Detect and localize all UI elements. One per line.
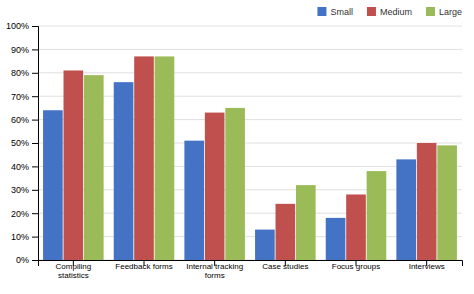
tick: 60% bbox=[11, 115, 38, 125]
bar bbox=[205, 113, 225, 260]
tick-label-line: Interviews bbox=[409, 262, 445, 271]
tick-label-line: Feedback forms bbox=[115, 262, 172, 271]
tick: 50% bbox=[11, 138, 38, 148]
tick: 70% bbox=[11, 92, 38, 102]
tick-label-line: Focus groups bbox=[332, 262, 380, 271]
bar bbox=[417, 143, 437, 260]
tick-label: 20% bbox=[11, 209, 29, 219]
tick-label: 50% bbox=[11, 138, 29, 148]
legend-label: Large bbox=[439, 7, 462, 17]
bar bbox=[84, 75, 104, 260]
tick-mark bbox=[32, 96, 38, 97]
tick-label: 0% bbox=[16, 255, 29, 265]
tick: Feedback forms bbox=[115, 260, 172, 271]
chart: 0% 10% 20% 30% 40% 50% 60% 70% 80% 90% 100% Compili… bbox=[0, 0, 474, 294]
y-axis: 0% 10% 20% 30% 40% 50% 60% 70% 80% 90% 100% bbox=[6, 21, 39, 265]
tick: Internal trackingforms bbox=[186, 260, 243, 280]
bar bbox=[184, 141, 204, 260]
bar bbox=[64, 70, 84, 260]
bar bbox=[43, 110, 63, 260]
tick-label-line: Internal tracking bbox=[186, 262, 243, 271]
axis-line bbox=[39, 261, 463, 267]
legend-swatch bbox=[367, 7, 376, 16]
tick-label: Case studies bbox=[262, 262, 308, 271]
tick: 30% bbox=[11, 185, 38, 195]
bar bbox=[225, 108, 245, 260]
tick-label: 90% bbox=[11, 45, 29, 55]
tick: 80% bbox=[11, 68, 38, 78]
tick-label: 40% bbox=[11, 162, 29, 172]
tick-label: 70% bbox=[11, 92, 29, 102]
legend-item: Small bbox=[317, 7, 353, 17]
grid-line bbox=[38, 72, 462, 73]
legend-item: Medium bbox=[367, 7, 412, 17]
tick: 10% bbox=[11, 232, 38, 242]
tick-label-line: Case studies bbox=[262, 262, 308, 271]
tick: 100% bbox=[6, 21, 38, 31]
series bbox=[64, 56, 437, 260]
legend: Small Medium Large bbox=[317, 7, 462, 17]
tick-label: Interviews bbox=[409, 262, 445, 271]
tick-mark bbox=[32, 120, 38, 121]
tick: 40% bbox=[11, 162, 38, 172]
tick: Case studies bbox=[262, 260, 308, 271]
tick-label: Feedback forms bbox=[115, 262, 172, 271]
tick-label: 60% bbox=[11, 115, 29, 125]
grid bbox=[38, 26, 462, 260]
x-axis: Compilingstatistics Feedback forms Interna… bbox=[39, 260, 463, 280]
tick-label: Internal trackingforms bbox=[186, 262, 243, 280]
bar bbox=[396, 159, 416, 260]
tick: 20% bbox=[11, 209, 38, 219]
bar bbox=[155, 56, 175, 260]
bar bbox=[367, 171, 387, 260]
legend-swatch bbox=[426, 7, 435, 16]
tick-label: 100% bbox=[6, 21, 29, 31]
bar bbox=[134, 56, 154, 260]
plot: 0% 10% 20% 30% 40% 50% 60% 70% 80% 90% 100% Compili… bbox=[6, 21, 463, 279]
tick-mark bbox=[32, 73, 38, 74]
legend-swatch bbox=[317, 7, 326, 16]
tick-mark bbox=[32, 26, 38, 27]
tick: Focus groups bbox=[332, 260, 380, 271]
tick-label: Focus groups bbox=[332, 262, 380, 271]
bar bbox=[114, 82, 134, 260]
tick-label-line: statistics bbox=[58, 271, 89, 280]
grid-line bbox=[38, 26, 462, 27]
tick-label-line: forms bbox=[205, 271, 225, 280]
bars bbox=[43, 56, 457, 260]
bar bbox=[255, 230, 275, 260]
legend-label: Small bbox=[330, 7, 353, 17]
bar bbox=[346, 194, 366, 260]
tick-mark bbox=[32, 237, 38, 238]
legend-item: Large bbox=[426, 7, 462, 17]
axis-line bbox=[32, 27, 39, 261]
bar bbox=[276, 204, 296, 260]
bar bbox=[437, 145, 457, 260]
tick-label: 80% bbox=[11, 68, 29, 78]
series bbox=[84, 56, 457, 260]
tick-mark bbox=[32, 190, 38, 191]
grid-line bbox=[38, 49, 462, 50]
tick-mark bbox=[32, 143, 38, 144]
tick-label: Compilingstatistics bbox=[56, 262, 92, 280]
tick: 90% bbox=[11, 45, 38, 55]
bar bbox=[326, 218, 346, 260]
tick-mark bbox=[32, 49, 38, 50]
tick-label: 30% bbox=[11, 185, 29, 195]
tick-mark bbox=[32, 213, 38, 214]
tick-label-line: Compiling bbox=[56, 262, 92, 271]
tick-mark bbox=[32, 260, 38, 261]
tick: Compilingstatistics bbox=[56, 260, 92, 280]
legend-label: Medium bbox=[380, 7, 412, 17]
tick-mark bbox=[32, 166, 38, 167]
tick-label: 10% bbox=[11, 232, 29, 242]
tick: 0% bbox=[16, 255, 38, 265]
tick: Interviews bbox=[409, 260, 445, 271]
bar bbox=[296, 185, 316, 260]
